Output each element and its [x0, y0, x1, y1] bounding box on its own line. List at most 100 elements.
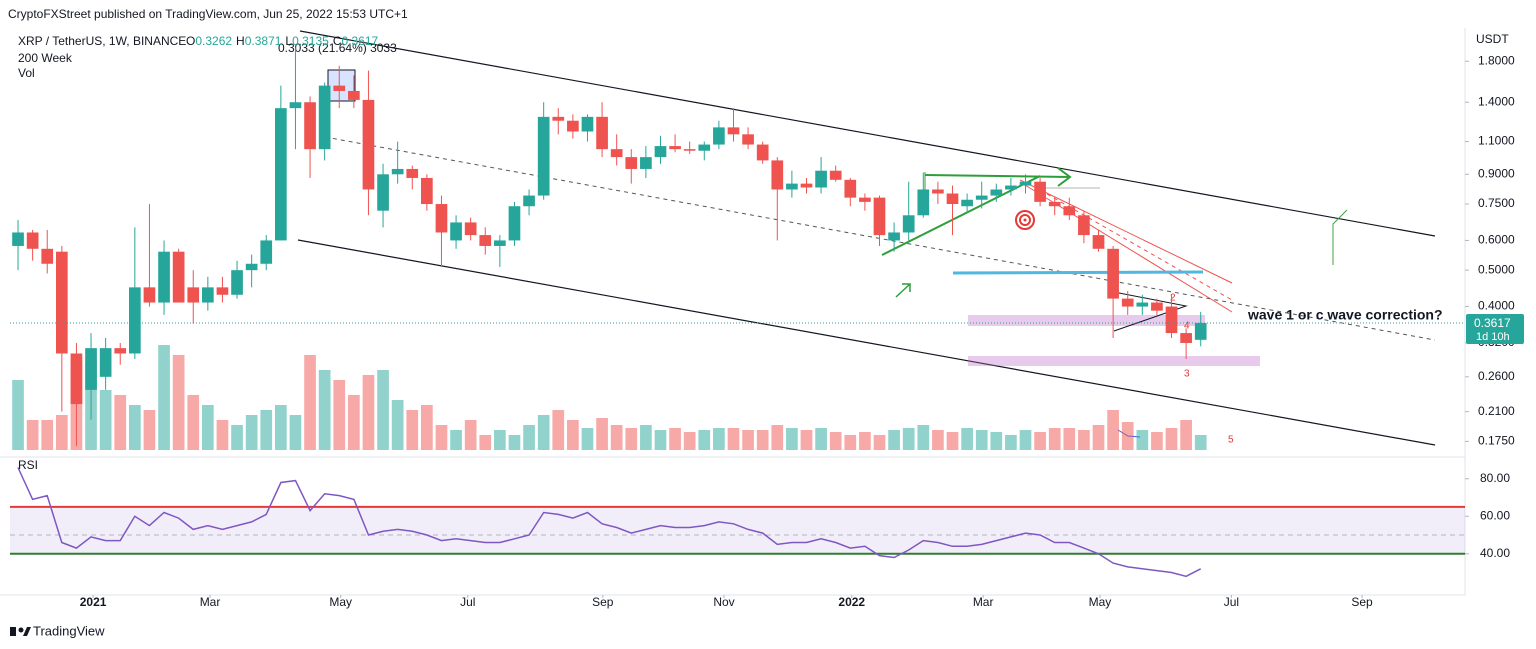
candle-body	[55, 251, 68, 354]
candle-body	[12, 232, 24, 246]
candle-body	[421, 177, 433, 205]
volume-bar	[333, 380, 346, 450]
volume-bar	[143, 410, 156, 450]
wedge-line	[1019, 179, 1233, 284]
x-tick-label: Sep	[1351, 595, 1373, 609]
volume-bar	[727, 428, 740, 450]
candle-body	[1136, 302, 1149, 307]
x-tick-label: 2022	[838, 595, 865, 609]
volume-bar	[377, 370, 389, 450]
volume-bar	[713, 428, 725, 450]
logo-mark	[10, 627, 16, 636]
candle-body	[362, 99, 375, 190]
volume-bar	[917, 425, 930, 450]
candle-body	[771, 160, 784, 190]
candle-body	[975, 195, 988, 200]
volume-bar	[552, 410, 565, 450]
arrow	[902, 283, 911, 292]
candle-body	[128, 287, 141, 354]
candle-body	[654, 146, 667, 158]
candle-body	[713, 127, 725, 145]
y-tick-label: 0.2600	[1478, 369, 1515, 383]
y-tick-label: 0.9000	[1478, 166, 1515, 180]
y-tick-label: 1.8000	[1478, 53, 1515, 67]
volume-bar	[128, 405, 141, 450]
x-tick-label: May	[1089, 595, 1112, 609]
candle-body	[172, 251, 185, 303]
footer-text: TradingView	[33, 623, 105, 638]
drawings	[297, 30, 1436, 446]
publisher: CryptoFXStreet published on TradingView.…	[8, 7, 408, 21]
support-line	[952, 270, 1204, 275]
y-tick-label: 0.5000	[1478, 262, 1515, 276]
volume-bar	[567, 420, 579, 450]
candle-body	[1180, 333, 1192, 343]
indicator-label: 200 Week	[18, 51, 73, 65]
candle-body	[1194, 322, 1207, 340]
candle-body	[815, 170, 827, 188]
candle-body	[1005, 185, 1017, 190]
volume-bar	[464, 420, 477, 450]
volume-bar	[494, 430, 506, 450]
volume-bar	[41, 420, 54, 450]
x-tick-label: Mar	[973, 595, 994, 609]
target	[1015, 210, 1035, 230]
candle-body	[625, 157, 638, 169]
volume-bar	[902, 428, 915, 450]
volume-bar	[260, 410, 273, 450]
volume-bar	[844, 435, 857, 450]
candle-body	[1019, 181, 1032, 186]
ohlc-value: 0.3617	[341, 34, 378, 48]
candle-body	[932, 189, 944, 194]
candle-body	[523, 195, 535, 207]
x-tick-label: Sep	[592, 595, 614, 609]
candle-body	[1034, 181, 1046, 202]
volume-bar	[1019, 430, 1032, 450]
candle-body	[829, 170, 842, 180]
candle-body	[800, 183, 813, 188]
volume-bar	[946, 432, 959, 450]
volume-bar	[1048, 428, 1061, 450]
countdown: 1d 10h	[1476, 331, 1510, 343]
candle-body	[187, 287, 200, 303]
volume-bar	[640, 425, 652, 450]
volume-bar	[12, 380, 24, 450]
candle-body	[844, 179, 857, 198]
ohlc-legend: O0.3262 H0.3871 L0.3135 C0.3617	[186, 34, 379, 48]
currency: USDT	[1476, 32, 1509, 46]
volume-bar	[888, 430, 900, 450]
y-tick-label: 0.1750	[1478, 434, 1515, 448]
candle-body	[479, 235, 492, 246]
rsi-label: RSI	[18, 458, 38, 472]
candle-body	[1107, 248, 1119, 299]
candle-body	[567, 120, 579, 132]
candle-body	[1092, 235, 1105, 249]
candle-body	[494, 240, 506, 246]
candle-body	[216, 287, 229, 295]
candle-body	[727, 127, 740, 135]
volume-bar	[873, 435, 886, 450]
ohlc-prefix: L	[285, 34, 292, 48]
volume-bar	[523, 425, 535, 450]
volume-bar	[1005, 435, 1017, 450]
annotation: 3	[1184, 369, 1190, 380]
candle-body	[888, 232, 900, 241]
target	[1019, 214, 1031, 226]
volume-bar	[289, 415, 302, 450]
candle-body	[26, 232, 39, 249]
candle-body	[537, 116, 550, 196]
volume-bar	[187, 395, 200, 450]
ohlc-prefix: O	[186, 34, 195, 48]
volume-bar	[961, 428, 973, 450]
candle-body	[70, 353, 83, 405]
ohlc-value: 0.3871	[245, 34, 282, 48]
volume-bar	[508, 435, 521, 450]
candle-body	[990, 189, 1003, 196]
candle-body	[946, 193, 959, 205]
volume-bar	[479, 435, 492, 450]
volume-bar	[202, 405, 214, 450]
y-tick-label: 0.4000	[1478, 299, 1515, 313]
target	[1023, 218, 1027, 222]
volume-bar	[581, 428, 594, 450]
volume-bar	[172, 355, 185, 450]
